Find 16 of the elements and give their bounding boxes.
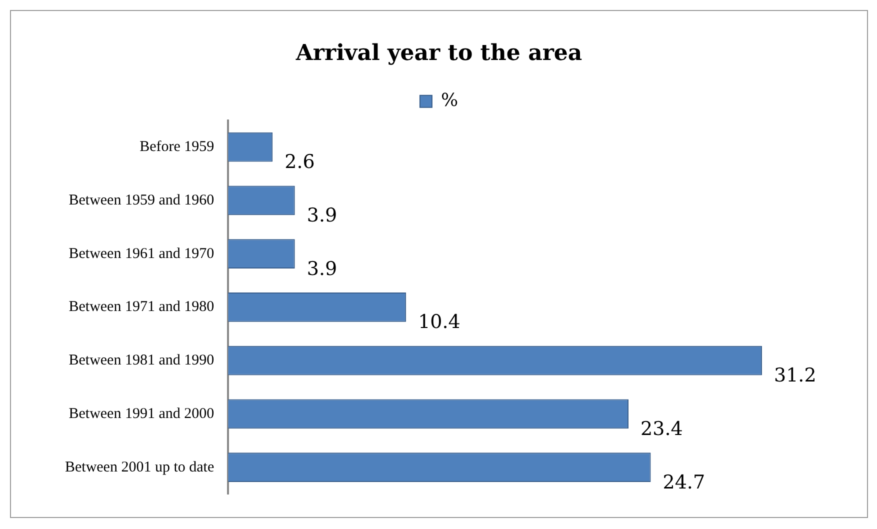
y-tick-label: Between 1971 and 1980 [68, 299, 214, 316]
data-label: 24.7 [662, 471, 706, 494]
data-label: 3.9 [306, 258, 338, 280]
chart-title: Arrival year to the area [294, 40, 582, 66]
data-label: 23.4 [640, 418, 683, 440]
y-tick-label: Between 1991 and 2000 [68, 406, 214, 422]
data-label: 2.6 [284, 151, 315, 174]
data-label: 10.4 [418, 311, 460, 334]
y-tick-label: Between 1981 and 1990 [68, 352, 214, 369]
legend-label: % [440, 90, 458, 112]
y-tick-label: Between 1961 and 1970 [68, 246, 214, 262]
y-tick-label: Between 1959 and 1960 [68, 192, 214, 208]
data-label: 31.2 [774, 364, 816, 387]
y-tick-label: Between 2001 up to date [64, 459, 214, 476]
data-label: 3.9 [306, 204, 338, 226]
y-tick-label: Before 1959 [140, 139, 214, 156]
